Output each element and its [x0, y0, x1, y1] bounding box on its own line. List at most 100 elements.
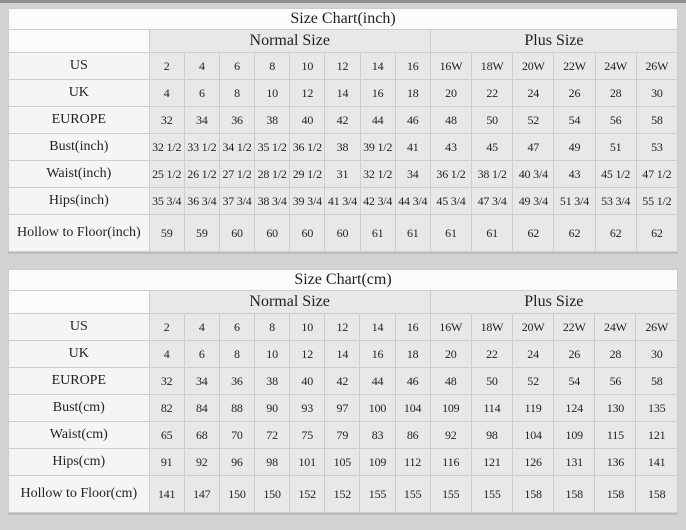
size-value-cell: 121: [635, 421, 678, 449]
size-value-cell: 60: [324, 214, 361, 252]
size-value-cell: 155: [470, 475, 514, 513]
size-value-cell: 38: [253, 367, 291, 395]
size-value-cell: 61: [359, 214, 396, 252]
size-value-cell: 8: [218, 79, 256, 107]
size-value-cell: 33 1/2: [183, 133, 220, 161]
size-value-cell: 40 3/4: [512, 160, 555, 188]
size-value-cell: 116: [429, 448, 472, 476]
size-value-cell: 43: [553, 160, 596, 188]
size-value-cell: 4: [183, 313, 220, 341]
size-value-cell: 12: [324, 52, 361, 80]
size-value-cell: 25 1/2: [148, 160, 185, 188]
row-label: Hollow to Floor(cm): [8, 475, 150, 513]
size-value-cell: 10: [289, 52, 326, 80]
size-value-cell: 58: [635, 367, 678, 395]
size-value-cell: 4: [183, 52, 220, 80]
size-value-cell: 62: [553, 214, 596, 252]
table-title: Size Chart(inch): [8, 8, 678, 30]
size-value-cell: 4: [148, 79, 185, 107]
table-title-row: Size Chart(cm): [8, 269, 678, 291]
size-value-cell: 42: [324, 106, 361, 134]
size-value-cell: 42 3/4: [359, 187, 396, 215]
size-value-cell: 20W: [512, 52, 555, 80]
size-value-cell: 44 3/4: [394, 187, 431, 215]
table-row: EUROPE 32 34 36 38 40 42 44 46 48 50 52 54 56 58: [8, 367, 678, 395]
size-value-cell: 51: [594, 133, 637, 161]
size-value-cell: 26W: [635, 52, 679, 80]
size-value-cell: 155: [394, 475, 431, 513]
size-value-cell: 34: [183, 106, 220, 134]
row-label: US: [8, 313, 150, 341]
size-value-cell: 93: [289, 394, 326, 422]
size-value-cell: 18W: [470, 313, 514, 341]
size-value-cell: 44: [359, 367, 396, 395]
size-value-cell: 100: [359, 394, 396, 422]
size-chart-cm-table: Size Chart(cm) Normal Size Plus Size US 2 4 6 8…: [8, 269, 679, 513]
size-value-cell: 56: [594, 367, 637, 395]
size-value-cell: 38: [254, 106, 291, 134]
size-value-cell: 36 1/2: [429, 160, 473, 188]
size-value-cell: 32: [148, 106, 185, 134]
group-header-normal-size: Normal Size: [148, 29, 431, 53]
size-value-cell: 2: [148, 313, 185, 341]
size-value-cell: 147: [183, 475, 220, 513]
size-value-cell: 62: [635, 214, 679, 252]
size-value-cell: 155: [359, 475, 396, 513]
size-value-cell: 109: [359, 448, 396, 476]
size-value-cell: 36 1/2: [289, 133, 326, 161]
size-value-cell: 150: [253, 475, 291, 513]
size-value-cell: 6: [183, 340, 220, 368]
size-value-cell: 72: [253, 421, 291, 449]
row-label: UK: [8, 340, 150, 368]
size-value-cell: 28: [594, 79, 637, 107]
size-value-cell: 59: [183, 214, 220, 252]
size-value-cell: 109: [429, 394, 472, 422]
size-value-cell: 34: [183, 367, 220, 395]
size-value-cell: 22W: [553, 52, 596, 80]
group-header-row: Normal Size Plus Size: [8, 290, 679, 314]
size-value-cell: 38 3/4: [254, 187, 291, 215]
size-value-cell: 45: [471, 133, 514, 161]
size-value-cell: 49 3/4: [512, 187, 555, 215]
size-value-cell: 96: [218, 448, 256, 476]
size-value-cell: 10: [289, 313, 326, 341]
size-value-cell: 10: [253, 340, 291, 368]
size-value-cell: 60: [254, 214, 291, 252]
size-value-cell: 88: [218, 394, 256, 422]
size-value-cell: 82: [148, 394, 185, 422]
size-value-cell: 47 1/2: [635, 160, 679, 188]
size-value-cell: 36 3/4: [183, 187, 220, 215]
size-value-cell: 58: [635, 106, 679, 134]
size-value-cell: 27 1/2: [218, 160, 256, 188]
size-value-cell: 52: [512, 106, 555, 134]
size-value-cell: 152: [289, 475, 326, 513]
size-value-cell: 12: [289, 340, 326, 368]
size-value-cell: 2: [148, 52, 185, 80]
size-value-cell: 26W: [635, 313, 678, 341]
size-value-cell: 38: [324, 133, 361, 161]
size-value-cell: 40: [289, 367, 326, 395]
size-value-cell: 14: [324, 340, 361, 368]
size-value-cell: 158: [635, 475, 678, 513]
size-value-cell: 48: [429, 367, 472, 395]
row-label: Waist(inch): [8, 160, 150, 188]
size-value-cell: 20W: [512, 313, 555, 341]
size-value-cell: 31: [324, 160, 361, 188]
size-value-cell: 24: [512, 79, 555, 107]
size-value-cell: 83: [359, 421, 396, 449]
size-value-cell: 59: [148, 214, 185, 252]
row-label: UK: [8, 79, 150, 107]
size-value-cell: 101: [289, 448, 326, 476]
size-value-cell: 56: [594, 106, 637, 134]
size-value-cell: 62: [512, 214, 555, 252]
table-row: US 2 4 6 8 10 12 14 16 16W 18W 20W 22W 24W 26W: [8, 52, 679, 80]
size-value-cell: 42: [324, 367, 361, 395]
size-value-cell: 29 1/2: [289, 160, 326, 188]
size-value-cell: 141: [635, 448, 678, 476]
size-value-cell: 36: [218, 106, 256, 134]
size-value-cell: 10: [254, 79, 291, 107]
size-value-cell: 114: [470, 394, 514, 422]
size-value-cell: 50: [471, 106, 514, 134]
size-value-cell: 126: [512, 448, 555, 476]
size-value-cell: 22W: [553, 313, 596, 341]
